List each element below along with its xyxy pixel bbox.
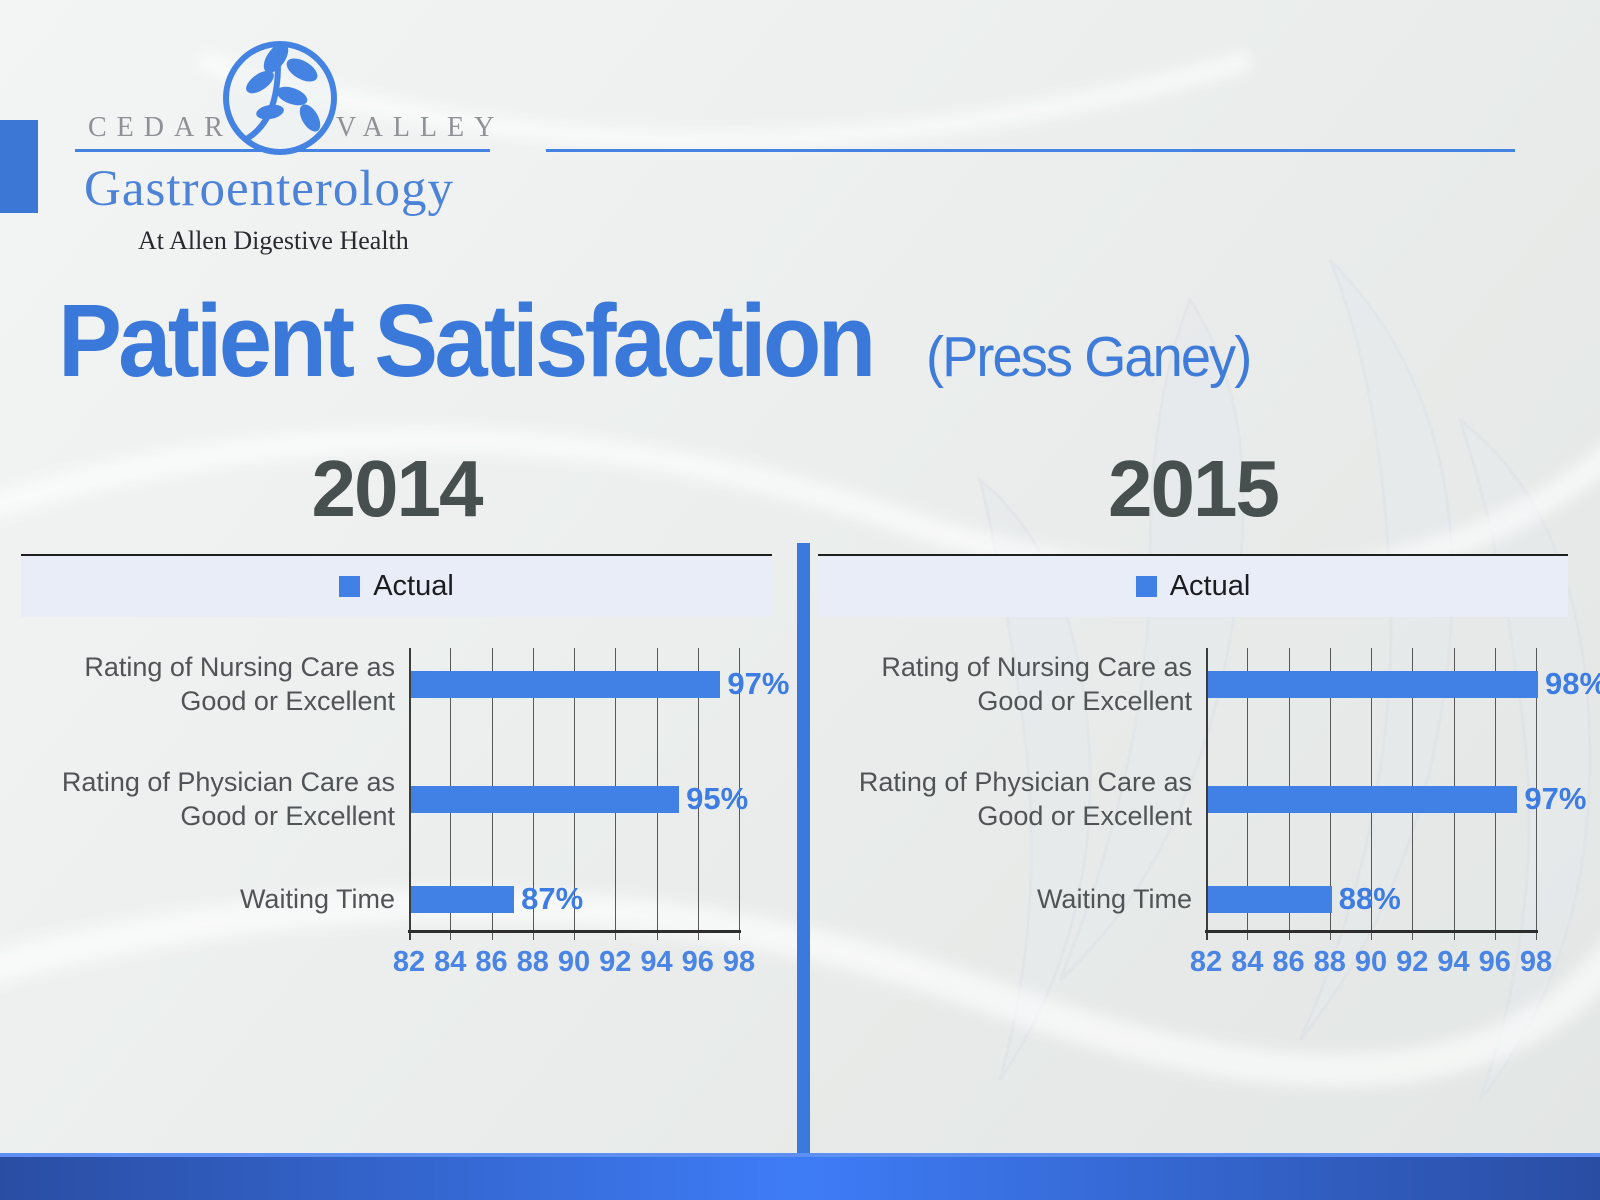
category-label: Rating of Nursing Care as Good or Excelle… — [21, 650, 395, 718]
x-tick-label: 88 — [516, 946, 549, 978]
page-title: Patient Satisfaction (Press Ganey) — [58, 282, 1267, 400]
category-label: Waiting Time — [818, 882, 1192, 916]
category-label-line: Good or Excellent — [977, 801, 1192, 831]
brand-word-valley: VALLEY — [336, 112, 505, 143]
bar — [411, 670, 721, 698]
x-tick-label: 92 — [599, 946, 632, 978]
left-accent-block — [0, 120, 38, 213]
category-label-line: Rating of Nursing Care as — [84, 652, 395, 682]
category-label-line: Waiting Time — [239, 884, 395, 914]
bottom-bar — [0, 1153, 1600, 1200]
page-title-main: Patient Satisfaction — [58, 283, 876, 398]
logo-leaf-emblem — [223, 41, 337, 155]
x-tick-label: 94 — [1437, 946, 1470, 978]
category-label-line: Good or Excellent — [977, 686, 1192, 716]
y-axis-line — [1206, 648, 1208, 940]
brand-name: Gastroenterology — [84, 161, 455, 217]
category-label: Rating of Nursing Care as Good or Excelle… — [818, 650, 1192, 718]
x-tick-label: 96 — [681, 946, 714, 978]
x-tick-label: 84 — [1231, 946, 1264, 978]
legend-label: Actual — [373, 570, 454, 602]
brand-word-cedar: CEDAR — [88, 112, 233, 143]
x-tick-label: 90 — [1354, 946, 1388, 978]
x-axis-line — [408, 930, 741, 933]
x-tick-label: 90 — [557, 946, 591, 978]
category-label-line: Waiting Time — [1036, 884, 1192, 914]
x-tick-label: 92 — [1396, 946, 1429, 978]
header-rule — [546, 149, 1515, 152]
bar-value-label: 98% — [1545, 666, 1600, 701]
x-tick-label: 82 — [1189, 946, 1223, 978]
category-label-line: Good or Excellent — [180, 686, 395, 716]
y-axis-line — [409, 648, 411, 940]
x-tick-label: 88 — [1313, 946, 1346, 978]
category-label: Waiting Time — [21, 882, 395, 916]
brand-tagline: At Allen Digestive Health — [138, 226, 409, 255]
bar-value-label: 87% — [521, 881, 584, 916]
category-label-line: Rating of Nursing Care as — [881, 652, 1192, 682]
bar-value-label: 88% — [1338, 881, 1401, 916]
bar — [411, 785, 680, 813]
legend: Actual — [21, 554, 772, 617]
category-label: Rating of Physician Care as Good or Excel… — [818, 765, 1192, 833]
x-tick-label: 86 — [475, 946, 508, 978]
x-tick-label: 82 — [392, 946, 426, 978]
legend-swatch — [1135, 576, 1157, 597]
year-heading: 2014 — [311, 444, 484, 533]
bar — [1208, 785, 1518, 813]
panel-divider — [797, 543, 810, 1163]
gridline — [697, 648, 699, 940]
bar-value-label: 95% — [686, 781, 749, 816]
bar-value-label: 97% — [727, 666, 790, 701]
year-heading: 2015 — [1108, 444, 1280, 533]
bar-value-label: 97% — [1524, 781, 1587, 816]
x-tick-label: 94 — [640, 946, 673, 978]
x-tick-label: 96 — [1478, 946, 1511, 978]
category-label: Rating of Physician Care as Good or Excel… — [21, 765, 395, 833]
plot-area: 82 84 86 88 90 92 94 96 98 97% 95% 87% — [393, 648, 789, 978]
gridline — [1536, 648, 1537, 940]
legend-swatch — [339, 576, 361, 597]
gridline — [739, 648, 740, 940]
chart-panel-2014: 2014 Actual 82 84 86 88 90 92 94 96 98 97% 95% 87% Rat… — [21, 440, 789, 1010]
x-tick-label: 98 — [1519, 946, 1553, 978]
bar — [1208, 885, 1332, 913]
bottom-bar-highlight — [0, 1153, 1600, 1157]
x-tick-label: 84 — [434, 946, 467, 978]
category-label-line: Rating of Physician Care as — [61, 767, 395, 797]
legend-label: Actual — [1169, 570, 1251, 602]
x-tick-label: 86 — [1272, 946, 1305, 978]
legend: Actual — [818, 554, 1568, 617]
bar — [1208, 670, 1538, 698]
x-axis-line — [1205, 930, 1538, 933]
x-tick-label: 98 — [722, 946, 756, 978]
bar — [411, 885, 515, 913]
category-label-line: Good or Excellent — [180, 801, 395, 831]
page-title-suffix: (Press Ganey) — [925, 325, 1252, 389]
category-label-line: Rating of Physician Care as — [858, 767, 1192, 797]
